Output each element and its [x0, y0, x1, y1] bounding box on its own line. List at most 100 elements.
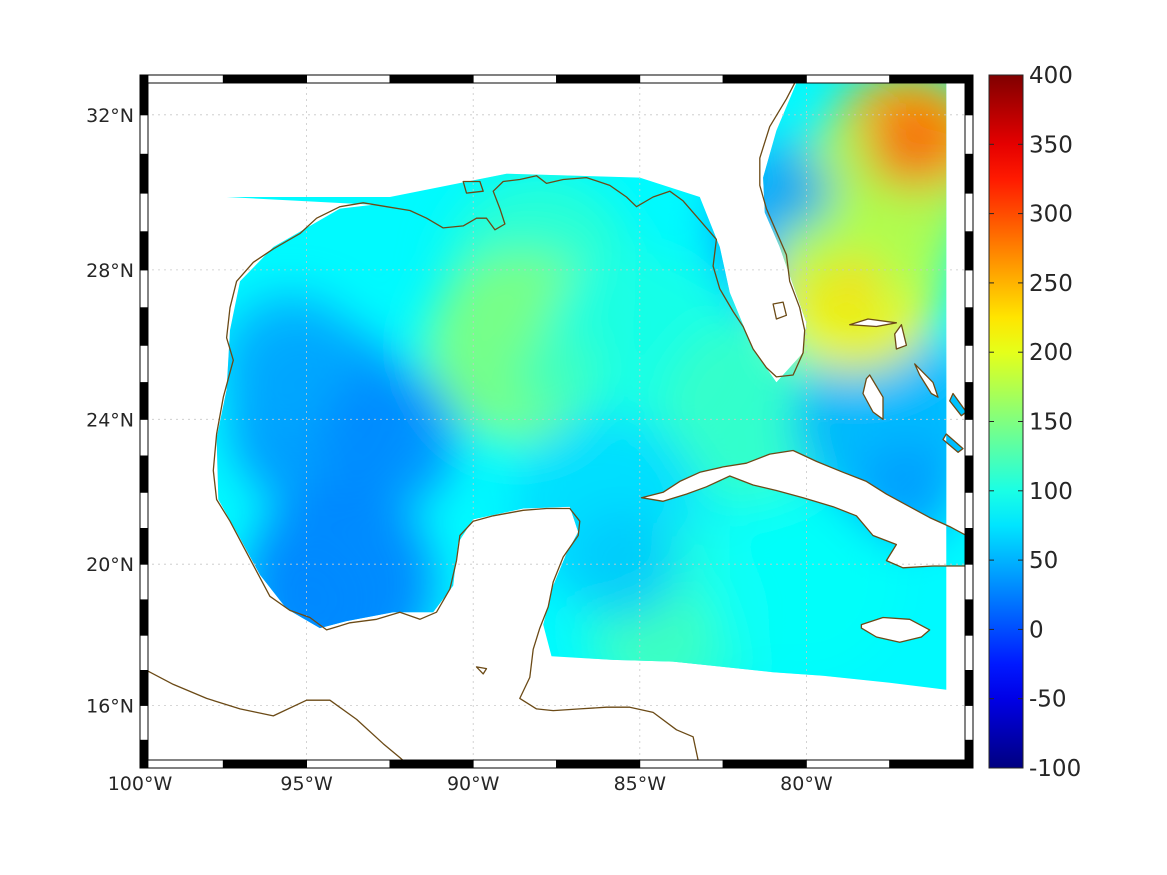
graticule — [140, 75, 973, 768]
frame-segment-left — [139, 231, 149, 271]
field-feature — [319, 367, 460, 508]
frame-segment-bottom — [556, 759, 641, 769]
bahamas-island-coastline — [894, 324, 908, 350]
frame-segment-left — [139, 455, 149, 493]
cuba-coastline — [640, 449, 973, 569]
colorbar-tick-label: 150 — [1029, 410, 1073, 436]
frame-segment-left — [139, 153, 149, 194]
frame-segment-right — [964, 344, 974, 383]
frame-segment-right — [964, 381, 974, 420]
frame-segment-bottom — [639, 759, 724, 769]
longitude-tick-label: 80°W — [780, 773, 833, 795]
data-field — [216, 75, 973, 690]
frame-segment-right — [964, 231, 974, 271]
latitude-tick-label: 32°N — [86, 105, 134, 127]
pacific-coastline — [140, 666, 413, 768]
frame-segment-top — [222, 74, 308, 84]
frame-segment-left — [139, 114, 149, 155]
frame-segment-left — [139, 491, 149, 529]
frame-segment-bottom — [472, 759, 557, 769]
frame-segment-bottom — [222, 759, 308, 769]
longitude-tick-label: 90°W — [447, 773, 500, 795]
frame-segment-left — [139, 739, 149, 769]
colorbar-tick-label: -50 — [1029, 687, 1067, 713]
frame-segment-top — [722, 74, 807, 84]
field-feature — [568, 509, 679, 620]
frame-segment-top — [306, 74, 391, 84]
frame-segment-bottom — [722, 759, 807, 769]
frame-segment-top — [556, 74, 641, 84]
colorbar-bar — [988, 74, 1024, 769]
coastline — [140, 75, 973, 768]
field-feature — [516, 335, 597, 415]
colorbar-tick-label: 300 — [1029, 202, 1073, 228]
field-feature — [219, 293, 360, 434]
jamaica-coastline — [860, 616, 931, 643]
latitude-tick-label: 20°N — [86, 554, 134, 576]
frame-segment-left — [139, 418, 149, 457]
frame-segment-right — [964, 307, 974, 346]
frame-segment-top — [889, 74, 974, 84]
frame-segment-bottom — [306, 759, 391, 769]
colorbar-tick-label: 100 — [1029, 479, 1073, 505]
frame-segment-right — [964, 455, 974, 493]
longitude-tick-label: 85°W — [614, 773, 667, 795]
bahamas-island-coastline — [942, 433, 964, 453]
bahamas-island-coastline — [862, 374, 884, 420]
mainland-coastline — [140, 75, 806, 768]
frame-segment-left — [139, 344, 149, 383]
frame-segment-right — [964, 153, 974, 194]
frame-segment-left — [139, 269, 149, 309]
longitude-tick-label: 95°W — [280, 773, 333, 795]
frame-segment-top — [472, 74, 557, 84]
frame-segment-right — [964, 114, 974, 155]
field-feature — [761, 158, 832, 229]
frame-segment-left — [139, 307, 149, 346]
frame-segment-top — [139, 74, 224, 84]
colorbar-tick-label: 0 — [1029, 617, 1044, 643]
frame-segment-bottom — [139, 759, 224, 769]
latitude-labels: 16°N 20°N 24°N 28°N 32°N — [86, 105, 134, 718]
lake-shoreline — [475, 666, 488, 675]
frame-segment-right — [964, 418, 974, 457]
frame-outline — [139, 74, 974, 769]
longitude-tick-label: 100°W — [108, 773, 173, 795]
frame-segment-bottom — [806, 759, 891, 769]
longitude-labels: 100°W 95°W 90°W 85°W 80°W — [108, 773, 833, 795]
frame-segment-top — [639, 74, 724, 84]
colorbar-tick-label: 250 — [1029, 271, 1073, 297]
colorbar-tick-label: 200 — [1029, 340, 1073, 366]
frame-segment-right — [964, 739, 974, 769]
bahamas-island-coastline — [849, 318, 898, 328]
colorbar-tick-label: 50 — [1029, 548, 1058, 574]
frame-segment-right — [964, 491, 974, 529]
frame-segment-bottom — [389, 759, 474, 769]
latitude-tick-label: 16°N — [86, 695, 134, 717]
frame-segment-right — [964, 528, 974, 565]
colorbar-tick-label: 350 — [1029, 132, 1073, 158]
frame-segment-right — [964, 670, 974, 706]
frame-segment-right — [964, 192, 974, 233]
colorbar-tick-label: -100 — [1029, 756, 1081, 782]
frame-segment-left — [139, 599, 149, 636]
lake-shoreline — [772, 301, 788, 320]
frame-segment-left — [139, 528, 149, 565]
bahamas-island-coastline — [949, 392, 967, 417]
frame-segment-right — [964, 599, 974, 636]
field-feature — [868, 97, 958, 188]
frame-segment-left — [139, 634, 149, 671]
frame-segment-left — [139, 192, 149, 233]
frame-segment-left — [139, 563, 149, 601]
lake-shoreline — [462, 180, 484, 194]
field-sample — [711, 487, 902, 677]
frame-segment-left — [139, 670, 149, 706]
frame-segment-left — [139, 74, 149, 116]
frame-segment-right — [964, 563, 974, 601]
frame-segment-right — [964, 74, 974, 116]
colorbar-tick-label: 400 — [1029, 63, 1073, 89]
frame-segment-right — [964, 269, 974, 309]
latitude-tick-label: 24°N — [86, 409, 134, 431]
frame-segment-left — [139, 705, 149, 741]
colorbar: -100 -50 0 50 100 150 200 250 300 350 400 — [988, 63, 1081, 782]
